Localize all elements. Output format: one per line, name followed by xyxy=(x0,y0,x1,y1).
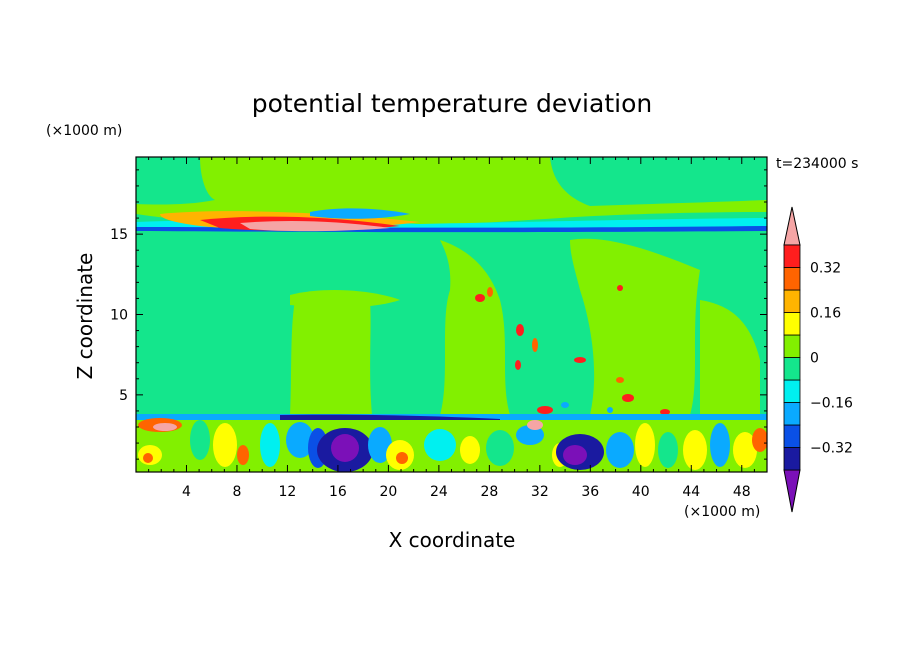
y-unit-label: (×1000 m) xyxy=(46,123,122,139)
x-tick-label: 20 xyxy=(379,484,397,500)
field-upper-near-zero-2 xyxy=(550,157,767,206)
colorbar-labels: 0.32 0.16 0 −0.16 −0.32 xyxy=(810,261,853,457)
colorbar-label: 0 xyxy=(810,351,819,367)
colorbar-segment xyxy=(783,244,801,268)
colorbar-segment xyxy=(783,379,801,403)
chart-title: potential temperature deviation xyxy=(252,89,652,118)
time-label: t=234000 s xyxy=(776,156,858,172)
x-tick-label: 32 xyxy=(531,484,549,500)
y-tick-label: 10 xyxy=(110,308,128,324)
x-tick-label: 12 xyxy=(279,484,297,500)
colorbar-segment xyxy=(783,334,801,358)
x-tick-label: 16 xyxy=(329,484,347,500)
colorbar-segment xyxy=(783,267,801,291)
colorbar-high-arrow xyxy=(783,206,801,246)
axis-ticks xyxy=(136,157,767,472)
x-tick-label: 8 xyxy=(232,484,241,500)
colorbar-label: 0.16 xyxy=(810,306,841,322)
colorbar-segment xyxy=(783,424,801,448)
x-tick-label: 4 xyxy=(182,484,191,500)
colorbar-segment xyxy=(783,312,801,336)
x-axis-label: X coordinate xyxy=(389,528,516,552)
colorbar xyxy=(783,206,801,513)
plume-center xyxy=(440,240,510,415)
colorbar-label: −0.16 xyxy=(810,396,853,412)
colorbar-segment xyxy=(783,289,801,313)
x-unit-label: (×1000 m) xyxy=(684,504,760,520)
x-tick-label: 28 xyxy=(480,484,498,500)
x-tick-label: 48 xyxy=(733,484,751,500)
tropopause-cool-blob xyxy=(310,208,410,219)
x-tick-label: 44 xyxy=(682,484,700,500)
y-axis-label: Z coordinate xyxy=(73,253,97,380)
plume-upper-left xyxy=(290,290,400,308)
y-tick-label: 15 xyxy=(110,227,128,243)
plume-left xyxy=(290,294,372,415)
x-tick-label: 24 xyxy=(430,484,448,500)
convective-cells xyxy=(475,285,670,415)
colorbar-low-arrow xyxy=(783,469,801,513)
plume-right xyxy=(570,238,700,415)
tropopause-peak-streak xyxy=(240,220,390,232)
y-tick-label: 5 xyxy=(119,388,128,404)
colorbar-segment xyxy=(783,402,801,426)
colorbar-segment xyxy=(783,447,801,471)
colorbar-label: 0.32 xyxy=(810,261,841,277)
x-tick-label: 40 xyxy=(632,484,650,500)
colorbar-label: −0.32 xyxy=(810,441,853,457)
colorbar-segment xyxy=(783,357,801,381)
plot-field xyxy=(136,157,767,472)
field-upper-near-zero xyxy=(136,157,215,205)
plume-far-right xyxy=(700,300,760,415)
x-tick-label: 36 xyxy=(581,484,599,500)
boundary-layer-eddies xyxy=(138,418,767,472)
